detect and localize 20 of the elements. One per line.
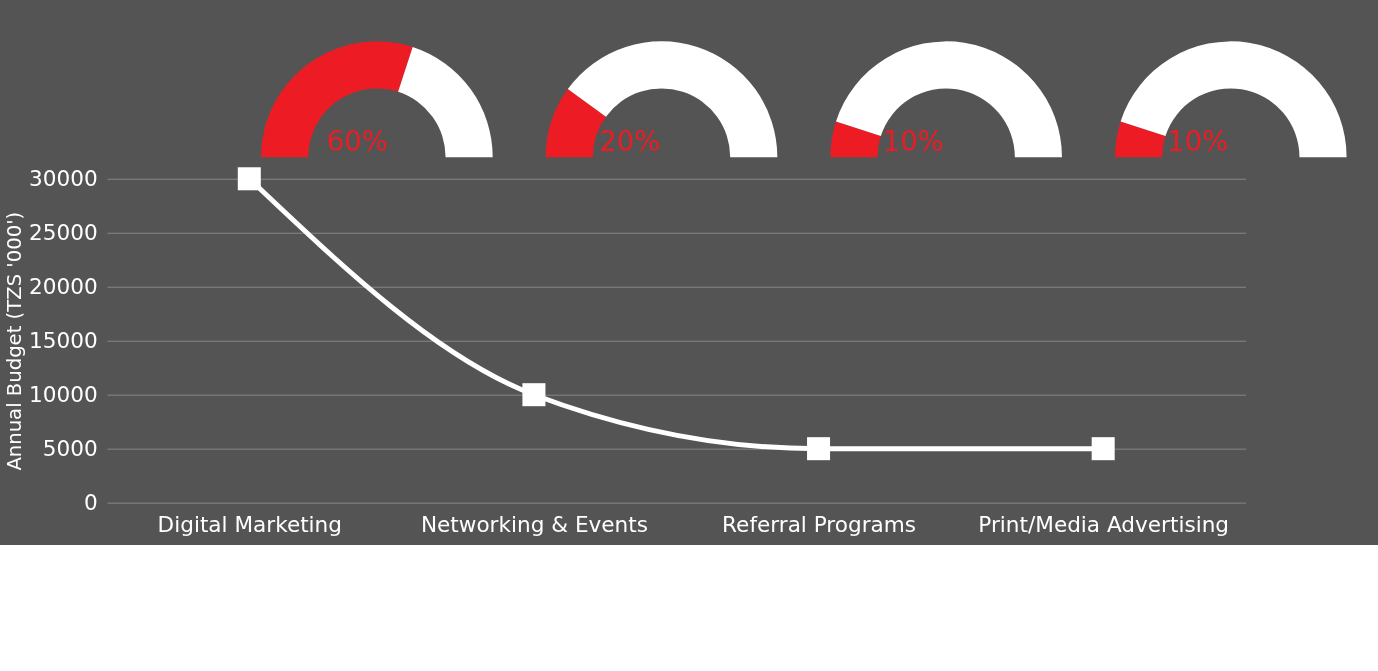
y-tick-label: 25000	[29, 220, 98, 246]
y-tick-label: 30000	[29, 166, 98, 192]
x-tick-label: Digital Marketing	[157, 511, 342, 537]
y-tick-label: 15000	[29, 328, 98, 354]
data-label: 10%	[882, 125, 944, 158]
point	[1091, 437, 1115, 461]
y-tick-label: 5000	[42, 436, 98, 462]
y-tick-label: 0	[83, 490, 98, 516]
point	[522, 383, 546, 407]
data-label: 20%	[599, 125, 661, 158]
x-tick-label: Networking & Events	[420, 511, 648, 537]
data-label: 10%	[1167, 125, 1229, 158]
point	[807, 437, 831, 461]
y-tick-label: 20000	[29, 274, 98, 300]
x-tick-label: Referral Programs	[722, 511, 916, 537]
x-tick-label: Print/Media Advertising	[978, 511, 1229, 537]
point	[237, 167, 261, 191]
data-label: 60%	[326, 125, 388, 158]
y-axis-title: Annual Budget (TZS '000')	[3, 211, 27, 471]
y-tick-label: 10000	[29, 382, 98, 408]
